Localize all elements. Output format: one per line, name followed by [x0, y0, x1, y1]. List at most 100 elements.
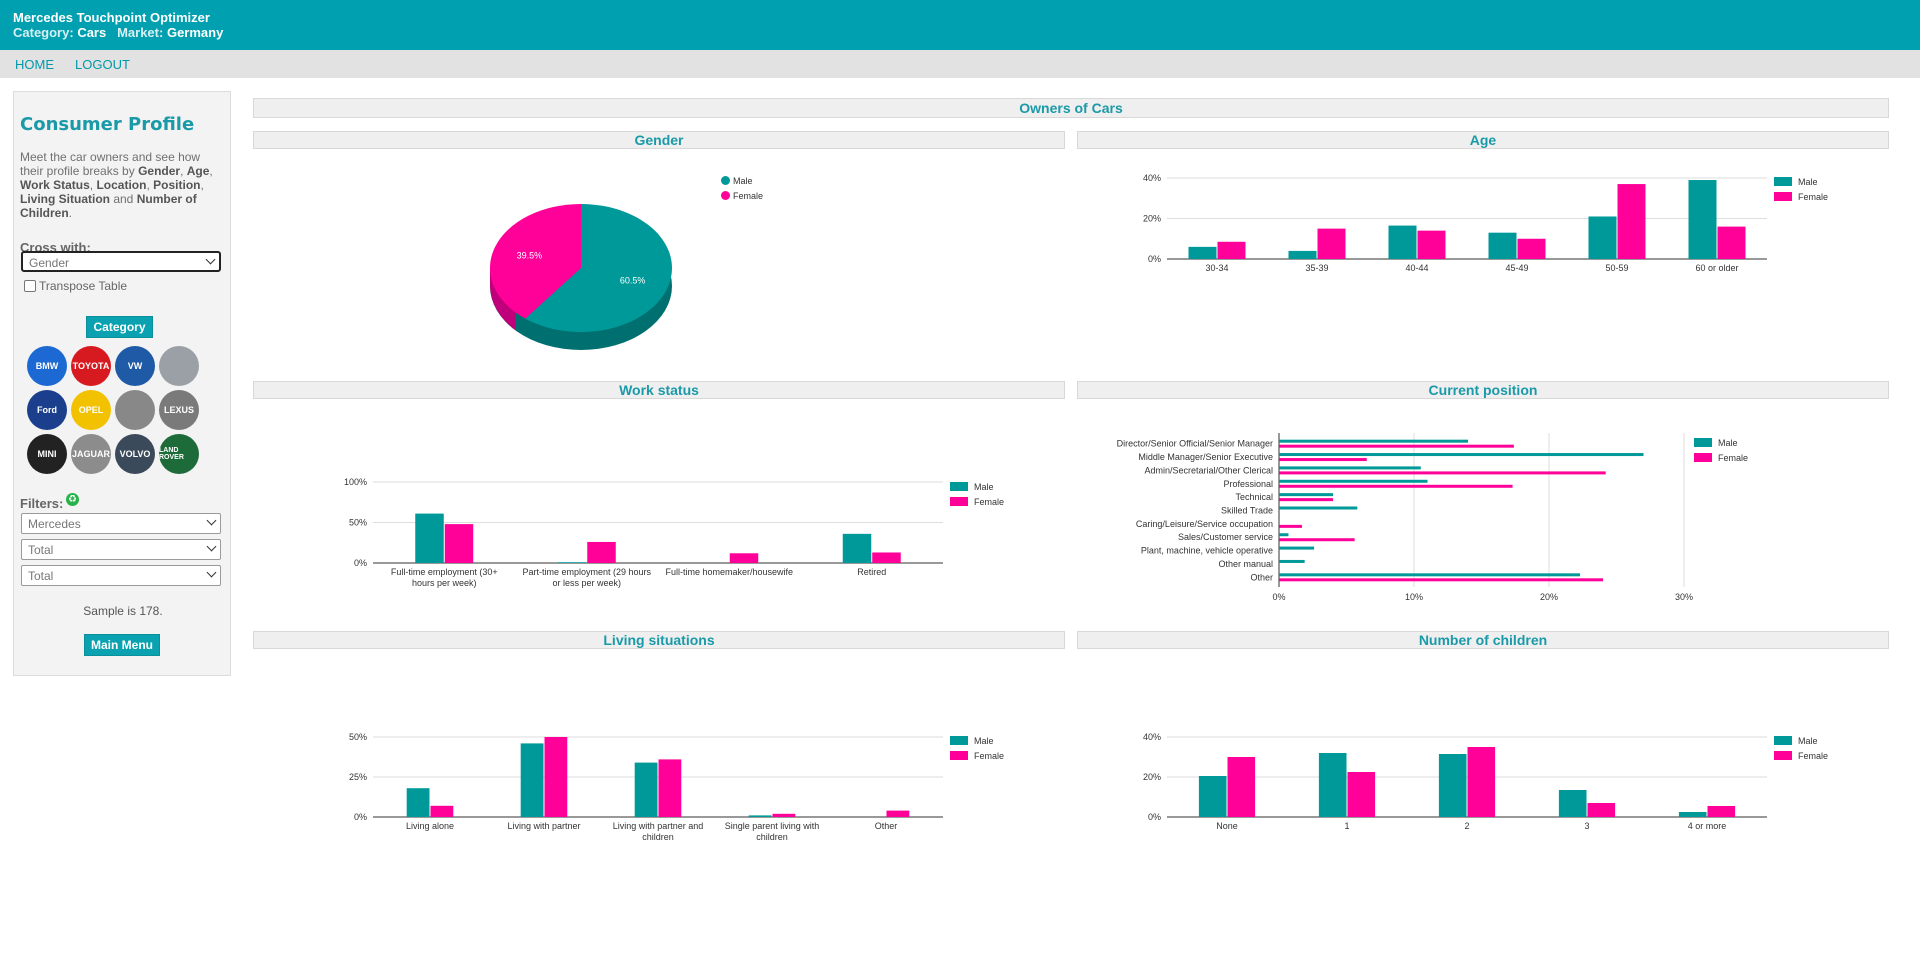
jaguar-logo[interactable]: JAGUAR [71, 434, 111, 474]
gender-chart-title: Gender [253, 131, 1065, 149]
chevron-down-icon [205, 254, 216, 265]
bar-female [444, 524, 474, 563]
x-tick-label: 2 [1464, 821, 1469, 831]
legend-male-label: Male [974, 736, 994, 746]
bar-male [1279, 439, 1468, 443]
transpose-label: Transpose Table [39, 279, 128, 293]
volkswagen-logo[interactable]: VW [115, 346, 155, 386]
ford-logo[interactable]: Ford [27, 390, 67, 430]
bmw-logo[interactable]: BMW [27, 346, 67, 386]
y-tick-label: Director/Senior Official/Senior Manager [1117, 439, 1273, 449]
sidebar-description: Meet the car owners and see how their pr… [20, 150, 225, 220]
bar-male [1279, 559, 1305, 563]
category-market-line: Category: Cars Market: Germany [13, 25, 1907, 40]
bar-female [772, 813, 796, 817]
y-tick-label: 50% [349, 732, 367, 742]
desc-sep: , [180, 164, 187, 178]
mercedes-logo[interactable] [159, 346, 199, 386]
x-tick-label: Other [875, 821, 898, 831]
land-rover-logo[interactable]: LAND ROVER [159, 434, 199, 474]
category-value: Cars [77, 25, 107, 40]
x-tick-label: 50-59 [1605, 263, 1628, 273]
market-value: Germany [166, 25, 224, 40]
legend-male-label: Male [974, 482, 994, 492]
legend-female-swatch [721, 191, 730, 200]
filter-3-select[interactable]: Total [21, 565, 221, 586]
brand-filter-value: Mercedes [28, 517, 81, 531]
y-tick-label: 0% [1148, 254, 1161, 264]
legend-male-swatch [721, 176, 730, 185]
bar-female [658, 759, 682, 817]
children-bar-chart: 0% 20% 40% None 1 2 3 4 or more Male Female [1143, 732, 1828, 831]
work-status-bar-chart: 0% 50% 100% Full-time employment (30+hours … [344, 477, 1004, 588]
y-tick-label: 40% [1143, 732, 1161, 742]
x-tick-label: 60 or older [1695, 263, 1738, 273]
legend-female-label: Female [974, 751, 1004, 761]
y-tick-label: Other manual [1218, 559, 1273, 569]
bar-female [1279, 524, 1302, 528]
bar-female [1347, 772, 1376, 817]
y-tick-label: 0% [354, 558, 367, 568]
x-tick-label: 10% [1405, 592, 1423, 602]
audi-logo[interactable] [115, 390, 155, 430]
bar-female [1279, 471, 1606, 475]
recycle-icon[interactable]: ♻ [66, 493, 79, 506]
x-tick-label: Single parent living with [725, 821, 820, 831]
position-hbar-chart: 0% 10% 20% 30% Director/Senior Official/Seni… [1117, 433, 1748, 602]
x-tick-label: 1 [1344, 821, 1349, 831]
filter-2-select[interactable]: Total [21, 539, 221, 560]
legend-male-swatch [950, 736, 968, 745]
pie-slice-male [525, 204, 673, 332]
logout-link[interactable]: LOGOUT [75, 57, 130, 72]
bar-male [1488, 232, 1517, 259]
app-title: Mercedes Touchpoint Optimizer [13, 10, 210, 25]
app-header: Mercedes Touchpoint Optimizer Category: … [0, 0, 1920, 50]
legend-female-label: Female [974, 497, 1004, 507]
bar-male [1558, 790, 1587, 817]
bar-male [1279, 466, 1421, 470]
category-button[interactable]: Category [86, 316, 153, 338]
y-tick-label: Middle Manager/Senior Executive [1138, 452, 1273, 462]
bar-female [1227, 757, 1256, 817]
desc-sep: , [146, 178, 154, 192]
x-tick-label: Full-time homemaker/housewife [665, 567, 793, 577]
x-tick-label: Living with partner and [613, 821, 704, 831]
bar-female [1587, 803, 1616, 817]
home-link[interactable]: HOME [15, 57, 54, 72]
bar-female [587, 541, 616, 563]
desc-term: Work Status [20, 178, 90, 192]
brand-filter-select[interactable]: Mercedes [21, 513, 221, 534]
legend-male-label: Male [1798, 736, 1818, 746]
lexus-logo[interactable]: LEXUS [159, 390, 199, 430]
volvo-logo[interactable]: VOLVO [115, 434, 155, 474]
main-menu-button[interactable]: Main Menu [84, 634, 160, 656]
transpose-checkbox[interactable] [24, 280, 36, 292]
x-tick-label: children [642, 832, 674, 842]
bar-male [557, 562, 587, 563]
bar-male [1279, 493, 1333, 497]
y-tick-label: Professional [1223, 479, 1273, 489]
children-chart-title: Number of children [1077, 631, 1889, 649]
mini-logo[interactable]: MINI [27, 434, 67, 474]
bar-male [1688, 180, 1717, 259]
x-tick-label: 3 [1584, 821, 1589, 831]
bar-female [1717, 226, 1746, 259]
toyota-logo[interactable]: TOYOTA [71, 346, 111, 386]
bar-male [406, 788, 430, 817]
desc-sep: , [200, 178, 204, 192]
bar-male [1279, 506, 1358, 510]
cross-with-select[interactable]: Gender [21, 251, 221, 272]
legend-female-swatch [1774, 751, 1792, 760]
desc-sep: , [89, 178, 97, 192]
owners-title: Owners of Cars [253, 98, 1889, 118]
bar-female [1279, 498, 1333, 502]
opel-logo[interactable]: OPEL [71, 390, 111, 430]
legend-male-swatch [1774, 736, 1792, 745]
legend-male-label: Male [733, 176, 753, 186]
legend-female-swatch [950, 497, 968, 506]
legend-male-swatch [950, 482, 968, 491]
y-tick-label: Other [1250, 572, 1273, 582]
bar-male [1188, 246, 1217, 259]
work-chart-title: Work status [253, 381, 1065, 399]
bar-male [1288, 250, 1317, 259]
